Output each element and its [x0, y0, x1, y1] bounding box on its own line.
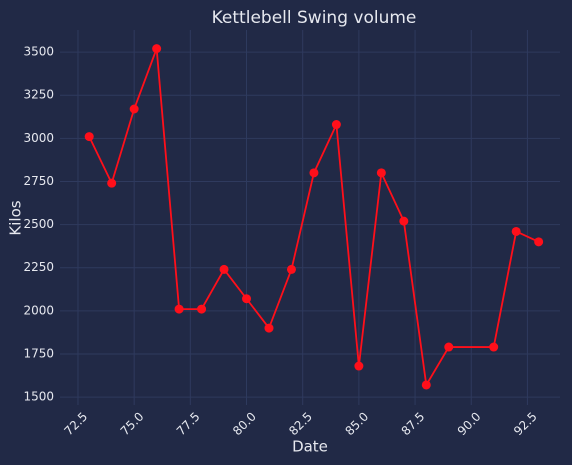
data-point	[489, 342, 499, 352]
data-point	[129, 104, 139, 114]
y-tick-label: 2000	[23, 303, 54, 317]
y-tick-label: 2250	[23, 260, 54, 274]
data-point	[354, 361, 364, 371]
data-point	[399, 216, 409, 226]
data-point	[421, 380, 431, 390]
data-point	[219, 264, 229, 274]
data-point	[309, 168, 319, 178]
data-point	[152, 44, 162, 54]
data-point	[511, 226, 521, 236]
data-point	[107, 178, 117, 188]
data-point	[242, 294, 252, 304]
y-tick-label: 1500	[23, 390, 54, 404]
data-point	[534, 237, 544, 247]
data-line	[88, 48, 540, 388]
data-point	[376, 168, 386, 178]
y-tick-label: 2750	[23, 174, 54, 188]
y-tick-label: 3500	[23, 45, 54, 59]
y-tick-label: 3250	[23, 88, 54, 102]
data-point	[84, 132, 94, 142]
data-point	[286, 264, 296, 274]
y-tick-label: 1750	[23, 346, 54, 360]
y-tick-label: 2500	[23, 217, 54, 231]
data-point	[197, 304, 207, 314]
y-axis-label: Kilos	[7, 200, 25, 235]
data-point	[264, 323, 274, 333]
data-point	[174, 304, 184, 314]
data-point	[331, 120, 341, 130]
chart-title: Kettlebell Swing volume	[212, 8, 417, 28]
data-point	[444, 342, 454, 352]
y-tick-label: 3000	[23, 131, 54, 145]
x-axis-label: Date	[292, 438, 328, 456]
